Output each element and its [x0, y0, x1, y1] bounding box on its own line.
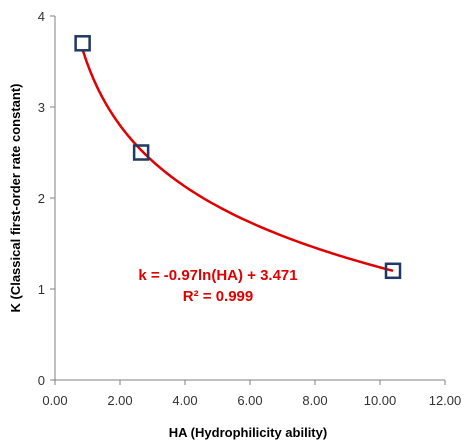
data-point: [132, 144, 150, 161]
y-tick-label: 3: [38, 100, 45, 115]
y-tick-label: 2: [38, 191, 45, 206]
trendline-group: [81, 49, 394, 273]
axes: 0.00 2.00 4.00 6.00 8.00 10.00 12.00 0 1 2 3 4: [38, 9, 462, 408]
y-tick-label: 1: [38, 282, 45, 297]
data-point: [384, 262, 402, 280]
y-axis-title: K (Classical first-order rate constant): [8, 83, 23, 312]
y-tick-label: 0: [38, 373, 45, 388]
x-tick-label: 2.00: [107, 393, 132, 408]
trendline: [81, 49, 394, 273]
x-tick-label: 12.00: [429, 393, 462, 408]
x-tick-label: 0.00: [42, 393, 67, 408]
trendline-equation: k = -0.97ln(HA) + 3.471: [138, 267, 297, 284]
x-tick-label: 10.00: [364, 393, 397, 408]
data-point: [74, 35, 91, 52]
trendline-r-squared: R² = 0.999: [183, 288, 253, 305]
data-points: [74, 35, 402, 280]
x-tick-label: 4.00: [172, 393, 197, 408]
x-tick-label: 6.00: [237, 393, 262, 408]
y-tick-label: 4: [38, 9, 45, 24]
x-tick-label: 8.00: [302, 393, 327, 408]
x-axis-title: HA (Hydrophilicity ability): [169, 425, 327, 440]
